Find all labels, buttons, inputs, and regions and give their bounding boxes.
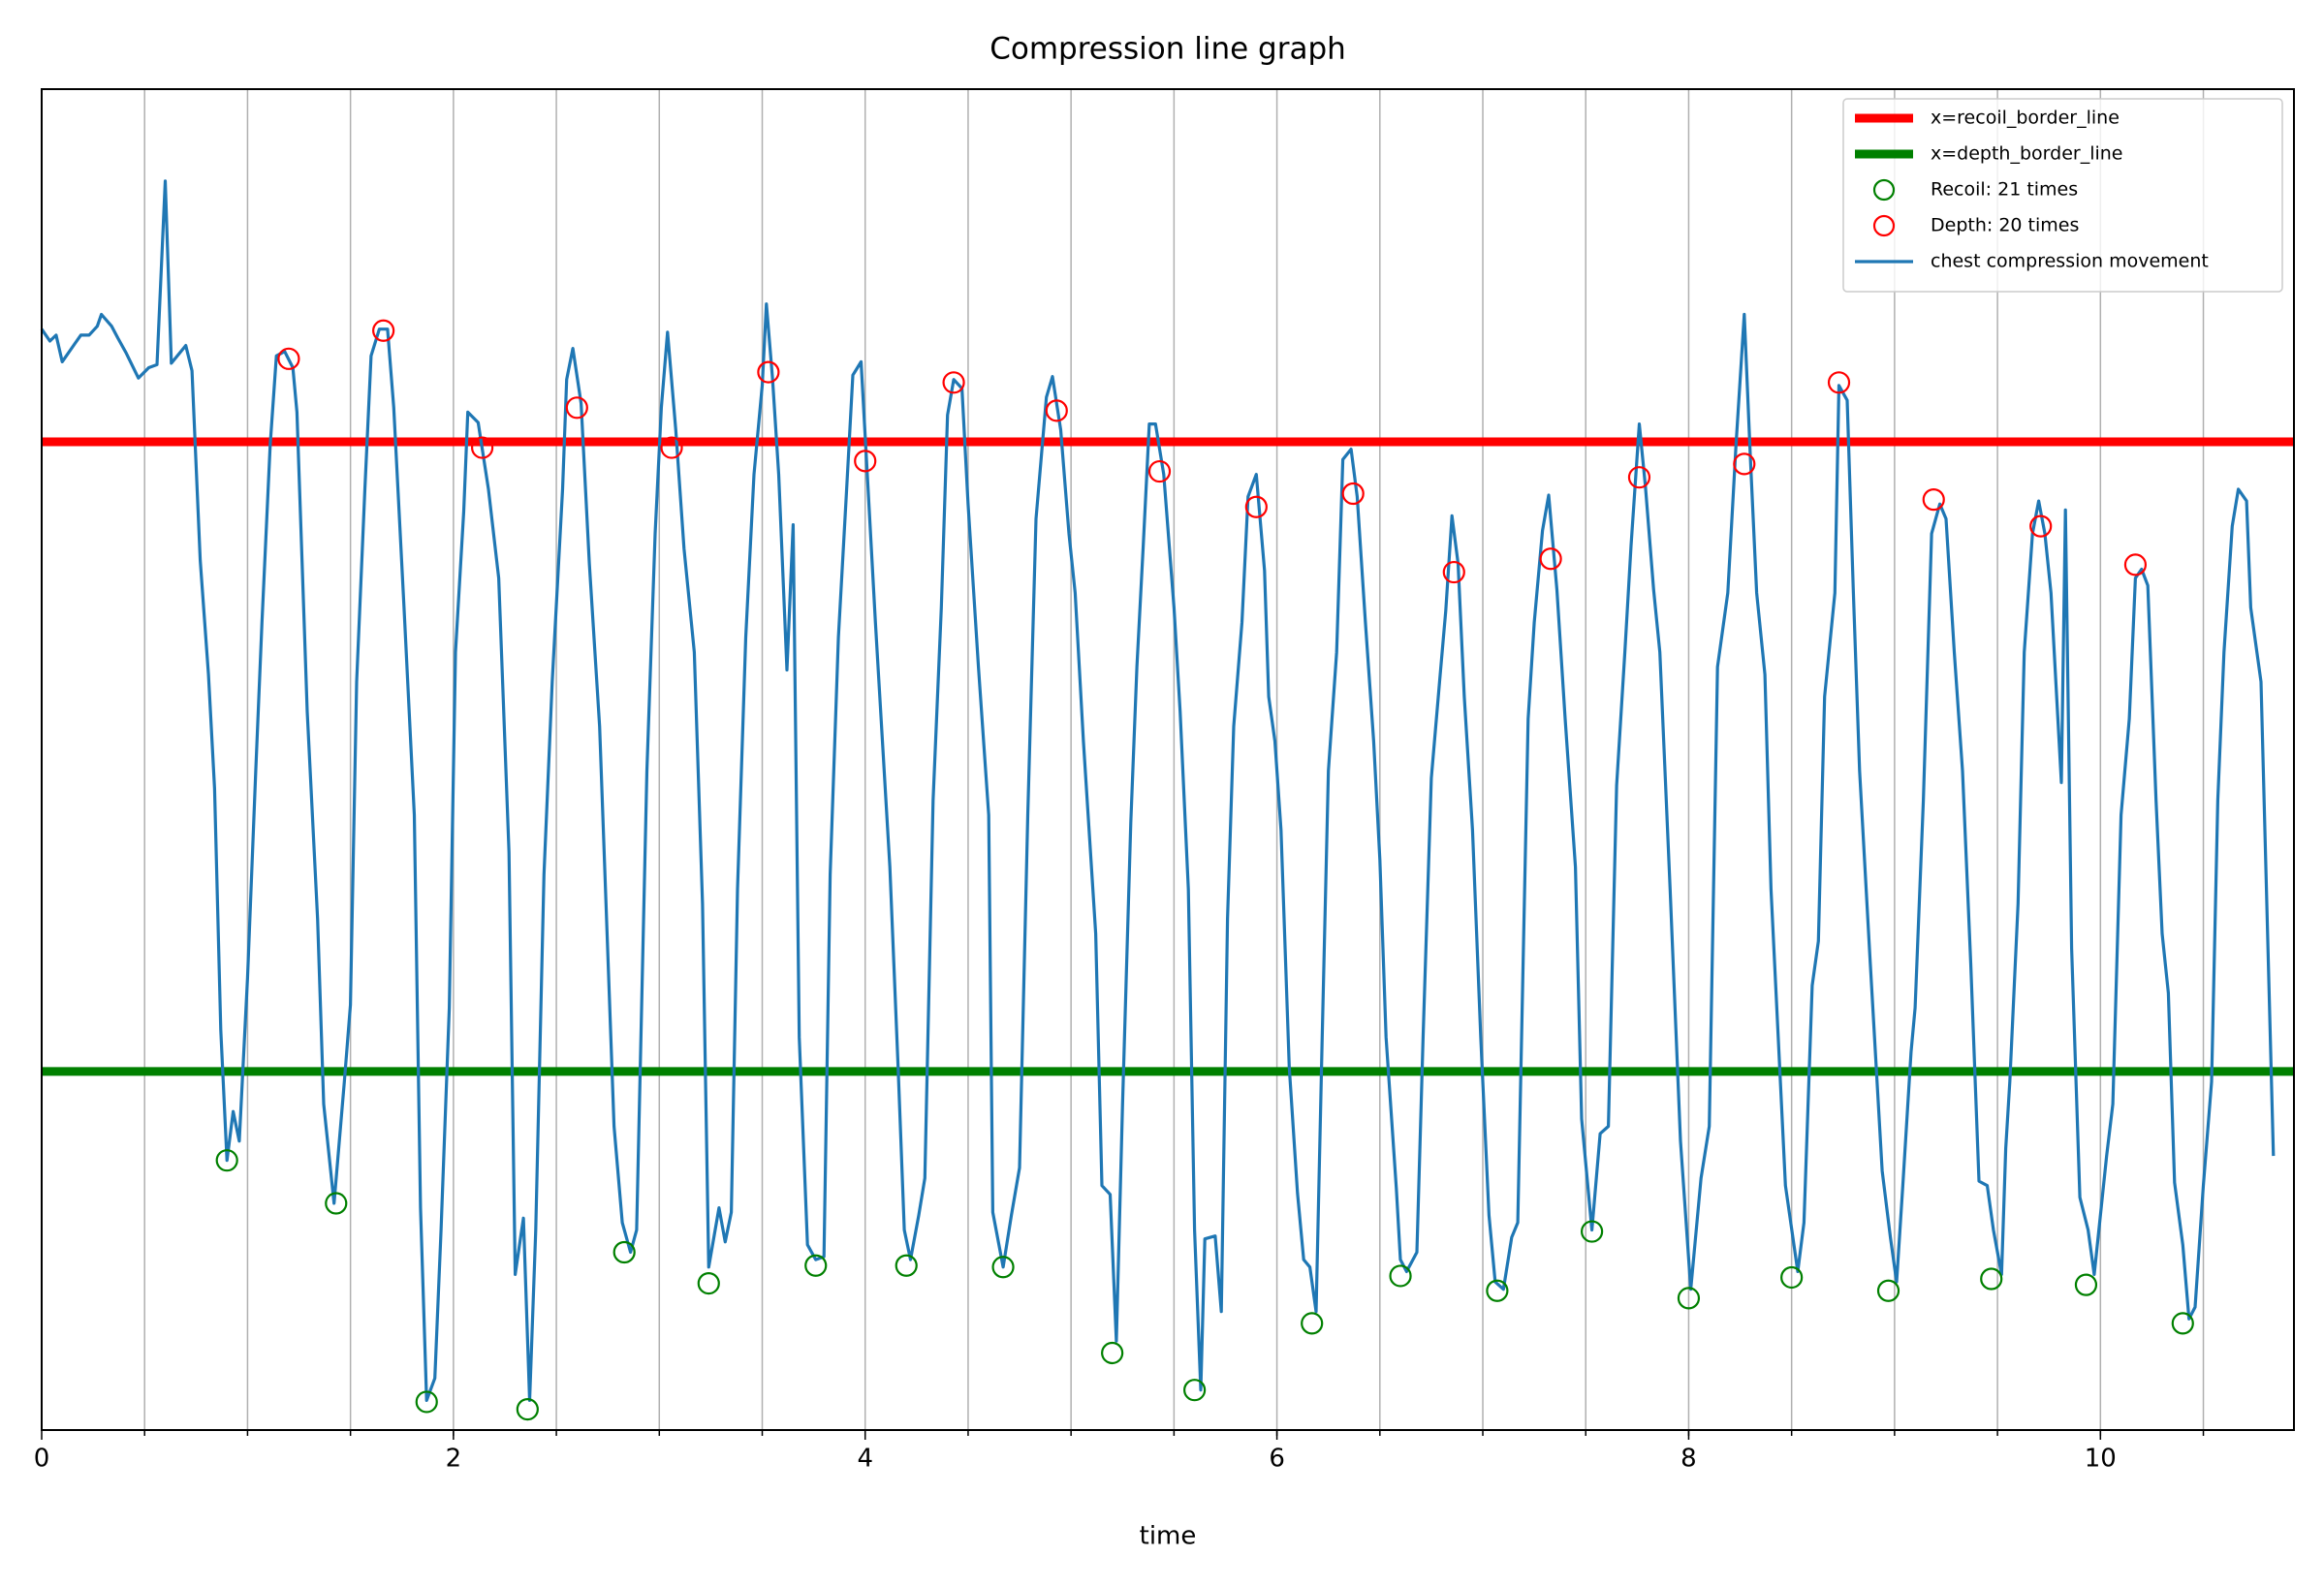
- x-axis-label: time: [1140, 1522, 1197, 1551]
- scatter-point: [277, 347, 300, 370]
- scatter-point: [942, 371, 965, 394]
- scatter-point: [2074, 1273, 2098, 1296]
- chart-title: Compression line graph: [989, 32, 1346, 67]
- compression-line: [40, 179, 2276, 1402]
- legend-marker: [1872, 214, 1896, 237]
- scatter-point: [1876, 1279, 1900, 1302]
- scatter-point: [1147, 459, 1172, 483]
- scatter-point: [1486, 1279, 1509, 1302]
- scatter-point: [2029, 514, 2053, 538]
- legend-box: [1842, 98, 2283, 293]
- scatter-point: [2123, 553, 2148, 576]
- scatter-point: [660, 436, 683, 459]
- scatter-point: [1341, 482, 1365, 506]
- scatter-point: [612, 1240, 636, 1264]
- scatter-point: [565, 396, 588, 420]
- scatter-point: [2171, 1312, 2194, 1335]
- scatter-point: [1389, 1264, 1412, 1288]
- scatter-point: [1980, 1267, 2003, 1291]
- legend-marker: [1872, 178, 1896, 202]
- scatter-point: [1045, 399, 1068, 422]
- scatter-point: [1581, 1220, 1604, 1243]
- scatter-point: [697, 1272, 720, 1295]
- axes-frame: [41, 88, 2295, 1431]
- scatter-point: [325, 1192, 348, 1215]
- scatter-point: [372, 319, 395, 342]
- scatter-point: [1442, 560, 1465, 584]
- legend-label: Depth: 20 times: [1931, 215, 2079, 236]
- legend: x=recoil_border_line x=depth_border_line R…: [1842, 98, 2283, 293]
- x-tick-label: 4: [857, 1445, 873, 1474]
- legend-label: chest compression movement: [1931, 251, 2209, 272]
- x-tick-label: 10: [2085, 1445, 2117, 1474]
- legend-label: Recoil: 21 times: [1931, 179, 2078, 201]
- scatter-point: [1183, 1379, 1207, 1402]
- plot-area: [40, 179, 2294, 1421]
- legend-label: x=depth_border_line: [1931, 143, 2122, 165]
- scatter-point: [1827, 371, 1851, 394]
- scatter-point: [415, 1390, 438, 1414]
- x-axis: 0 2 4 6 8 10: [34, 1430, 2205, 1474]
- scatter-point: [757, 360, 780, 384]
- scatter-point: [1539, 547, 1562, 571]
- x-tick-label: 8: [1680, 1445, 1697, 1474]
- scatter-point: [991, 1256, 1015, 1279]
- scatter-point: [516, 1397, 539, 1421]
- scatter-point: [804, 1254, 828, 1277]
- scatter-point: [215, 1149, 238, 1172]
- scatter-point: [471, 436, 494, 459]
- scatter-point: [1101, 1341, 1124, 1365]
- scatter-point: [1627, 466, 1651, 489]
- scatter-point: [1922, 488, 1945, 512]
- scatter-point: [1301, 1312, 1324, 1335]
- x-tick-label: 0: [34, 1445, 50, 1474]
- scatter-point: [1244, 495, 1268, 518]
- scatter-point: [854, 450, 877, 473]
- scatter-point: [1780, 1265, 1804, 1290]
- scatter-point: [1733, 452, 1756, 476]
- x-tick-label: 2: [446, 1445, 462, 1474]
- legend-label: x=recoil_border_line: [1931, 108, 2120, 129]
- scatter-point: [1677, 1287, 1701, 1310]
- x-tick-label: 6: [1269, 1445, 1285, 1474]
- scatter-point: [895, 1254, 918, 1277]
